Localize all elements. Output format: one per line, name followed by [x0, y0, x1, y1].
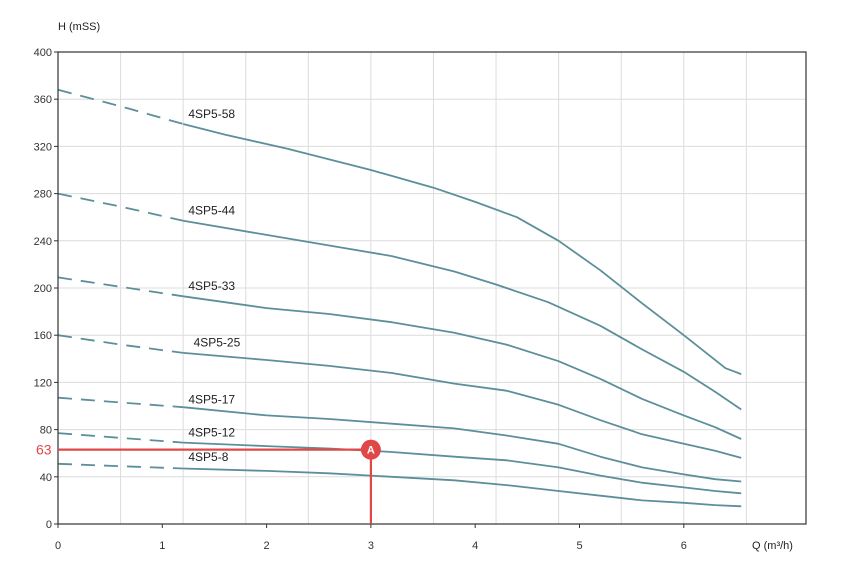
- grid: [58, 52, 806, 524]
- series-curve-dashed: [57, 276, 184, 298]
- y-axis-title: H (mSS): [58, 21, 100, 33]
- series-curve: [183, 352, 742, 459]
- y-tick-label: 360: [34, 94, 52, 106]
- series-curve-dashed: [57, 334, 184, 354]
- x-tick-label: 6: [681, 540, 687, 552]
- axis-ticks: 0 40 80 120 160 200 240 280 320 360 400 0 1 2 3 4 5 6: [34, 47, 687, 552]
- y-tick-label: 240: [34, 236, 52, 248]
- series-curve: [183, 441, 742, 495]
- y-tick-label: 280: [34, 189, 52, 201]
- series-curve-dashed: [57, 432, 184, 444]
- y-tick-label: 120: [34, 377, 52, 389]
- series-curve-dashed: [57, 462, 184, 470]
- series-curve: [182, 123, 742, 375]
- operating-point-marker: [360, 439, 381, 460]
- y-tick-label: 320: [34, 141, 52, 153]
- series-curve-dashed: [57, 396, 184, 409]
- x-tick-label: 4: [472, 540, 478, 552]
- operating-point-value: 63: [36, 442, 52, 458]
- series-curve: [183, 406, 742, 483]
- operating-point-label: A: [367, 445, 375, 457]
- series-label: 4SP5-8: [188, 450, 228, 464]
- x-tick-label: 1: [159, 540, 165, 552]
- x-axis-title: Q (m³/h): [752, 540, 793, 552]
- series-label: 4SP5-33: [188, 279, 235, 293]
- series-curve: [183, 295, 742, 440]
- series-label: 4SP5-12: [188, 425, 235, 439]
- series-curve: [183, 219, 742, 411]
- x-tick-label: 0: [55, 540, 61, 552]
- y-tick-label: 160: [34, 330, 52, 342]
- x-tick-label: 3: [368, 540, 374, 552]
- x-tick-label: 5: [576, 540, 582, 552]
- y-tick-label: 0: [46, 519, 52, 531]
- y-tick-label: 80: [40, 425, 52, 437]
- curves: [57, 88, 742, 508]
- series-label: 4SP5-58: [188, 107, 235, 121]
- y-tick-label: 200: [34, 283, 52, 295]
- y-tick-label: 400: [34, 47, 52, 59]
- y-tick-label: 40: [40, 472, 52, 484]
- operating-point: A 63: [36, 439, 381, 524]
- series-curve: [183, 467, 742, 508]
- series-labels: 4SP5-58 4SP5-44 4SP5-33 4SP5-25 4SP5-17 4SP5-…: [188, 107, 240, 464]
- series-label: 4SP5-44: [188, 204, 235, 218]
- series-label: 4SP5-25: [194, 336, 241, 350]
- series-label: 4SP5-17: [188, 392, 235, 406]
- x-tick-label: 2: [264, 540, 270, 552]
